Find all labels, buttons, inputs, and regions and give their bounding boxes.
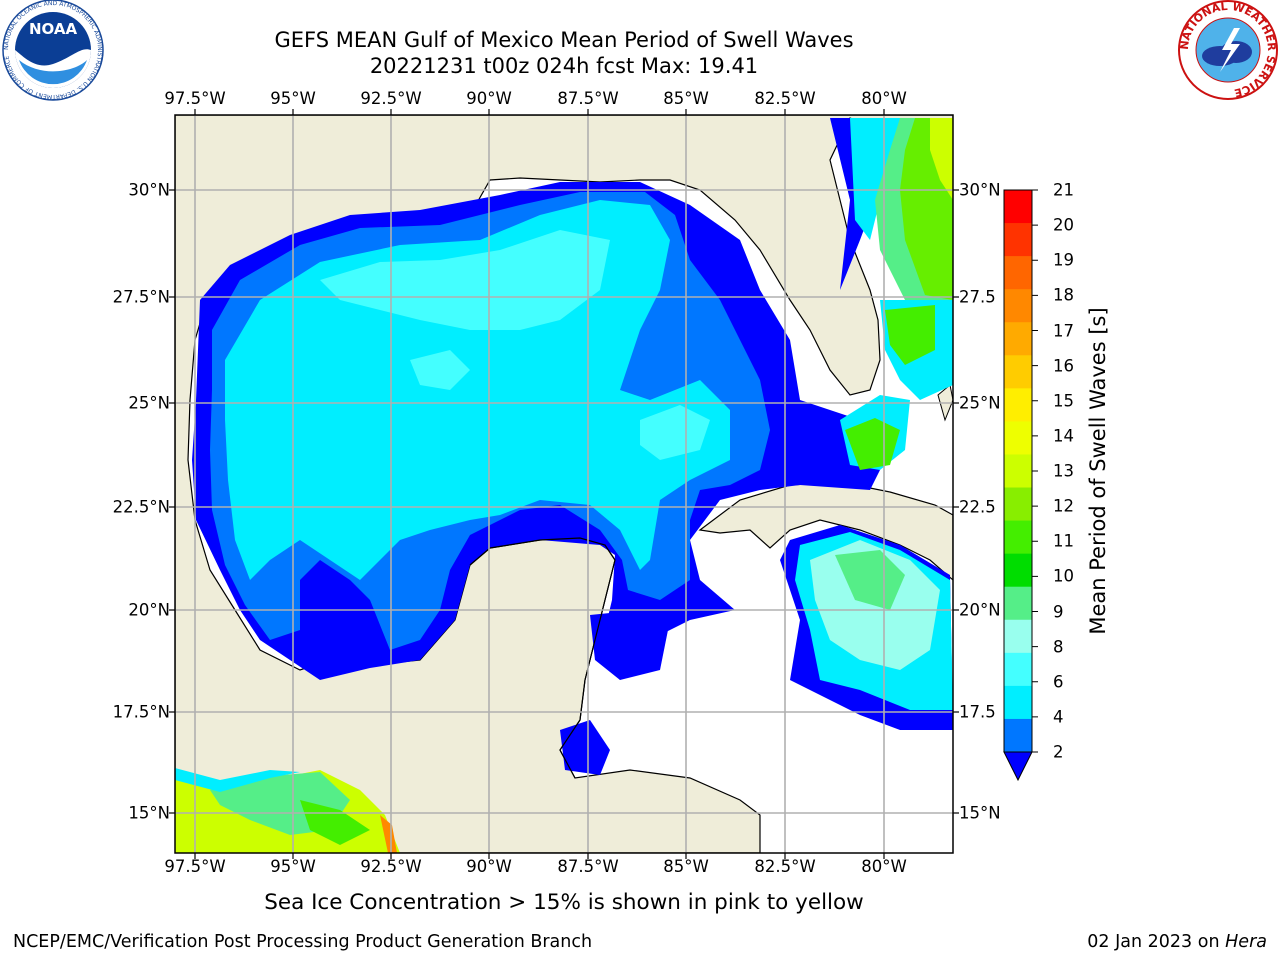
colorbar-tick-label: 11 xyxy=(1053,531,1074,551)
colorbar-swatch xyxy=(1004,652,1032,687)
coast-yucatan xyxy=(469,537,616,779)
graticule xyxy=(175,115,953,853)
band-8-9-s-c xyxy=(640,405,710,460)
lat-tick-right: 30°N xyxy=(959,180,1001,200)
run-date: 02 Jan 2023 on xyxy=(1087,932,1220,952)
colorbar-tick-label: 19 xyxy=(1053,250,1074,270)
lon-tick-top: 97.5°W xyxy=(164,89,226,108)
lon-tick-bottom: 85°W xyxy=(663,857,709,876)
colorbar-swatch xyxy=(1004,289,1032,323)
run-date-credit: 02 Jan 2023 on Hera xyxy=(1087,932,1267,952)
colorbar-swatch xyxy=(1004,619,1032,654)
lat-tick-left: 17.5°N xyxy=(112,702,170,722)
band-8-9-s-b xyxy=(410,350,470,390)
colorbar-tick-label: 14 xyxy=(1053,426,1074,446)
sea-ice-footnote: Sea Ice Concentration > 15% is shown in … xyxy=(264,890,864,915)
colorbar-tick-label: 6 xyxy=(1053,672,1064,692)
colorbar-swatch xyxy=(1004,322,1032,356)
lat-tick-left: 25°N xyxy=(128,393,170,413)
colorbar-tick-label: 10 xyxy=(1053,566,1074,586)
run-host: Hera xyxy=(1225,932,1267,952)
colorbar-swatch xyxy=(1004,586,1032,621)
lon-tick-top: 80°W xyxy=(861,89,907,108)
lat-tick-right: 20°N xyxy=(959,600,1001,620)
colorbar-swatch xyxy=(1004,355,1032,389)
lat-tick-left: 15°N xyxy=(128,803,170,823)
lon-tick-bottom: 97.5°W xyxy=(164,857,226,876)
lon-tick-bottom: 95°W xyxy=(270,857,316,876)
lon-tick-top: 85°W xyxy=(663,89,709,108)
band-keys-green xyxy=(845,418,900,470)
band-8-9-s xyxy=(320,230,610,330)
colorbar-tick-label: 17 xyxy=(1053,321,1074,340)
colorbar-tick-label: 8 xyxy=(1053,637,1064,657)
band-pacific-orange xyxy=(380,815,397,853)
map-subtitle: 20221231 t00z 024h fcst Max: 19.41 xyxy=(369,54,759,78)
lat-tick-left: 27.5°N xyxy=(112,287,170,307)
lon-tick-top: 90°W xyxy=(466,89,512,108)
colorbar-swatch xyxy=(1004,487,1032,522)
band-belize xyxy=(560,720,610,775)
colorbar-tick-label: 18 xyxy=(1053,285,1074,305)
lon-tick-bottom: 80°W xyxy=(861,857,907,876)
producer-credit: NCEP/EMC/Verification Post Processing Pr… xyxy=(13,932,593,952)
colorbar-swatch xyxy=(1004,685,1032,720)
lon-tick-bottom: 90°W xyxy=(466,857,512,876)
lat-tick-left: 20°N xyxy=(128,600,170,620)
lat-tick-right: 22.5 xyxy=(959,497,996,517)
colorbar-swatch xyxy=(1004,520,1032,555)
colorbar-swatch xyxy=(1004,421,1032,455)
lon-tick-top: 87.5°W xyxy=(557,89,619,108)
map-frame xyxy=(174,114,954,854)
colorbar-tick-label: 15 xyxy=(1053,391,1074,411)
colorbar-tick-label: 13 xyxy=(1053,461,1074,481)
lat-tick-right: 25°N xyxy=(959,393,1001,413)
lon-tick-bottom: 82.5°W xyxy=(754,857,816,876)
colorbar-swatch xyxy=(1004,256,1032,290)
band-honduras xyxy=(590,610,670,680)
lat-tick-left: 30°N xyxy=(128,180,170,200)
lon-tick-top: 92.5°W xyxy=(360,89,422,108)
lat-tick-right: 27.5 xyxy=(959,287,996,307)
lon-tick-bottom: 87.5°W xyxy=(557,857,619,876)
band-pacific-cyan xyxy=(175,768,300,792)
colorbar-swatch xyxy=(1004,190,1032,224)
map-title: GEFS MEAN Gulf of Mexico Mean Period of … xyxy=(274,28,854,52)
lon-tick-bottom: 92.5°W xyxy=(360,857,422,876)
band-straits-green xyxy=(885,305,935,365)
colorbar-label: Mean Period of Swell Waves [s] xyxy=(1086,307,1110,635)
colorbar-swatch xyxy=(1004,388,1032,422)
colorbar-swatch xyxy=(1004,553,1032,588)
band-pacific-11 xyxy=(300,800,370,845)
colorbar-tick-label: 21 xyxy=(1053,180,1074,200)
map-plot-area xyxy=(175,115,953,853)
band-carib-9-10 xyxy=(835,550,905,610)
lat-tick-right: 15°N xyxy=(959,803,1001,823)
lon-tick-top: 82.5°W xyxy=(754,89,816,108)
lat-tick-right: 17.5 xyxy=(959,702,996,722)
noaa-logo-text: NOAA xyxy=(29,20,78,38)
colorbar-swatch xyxy=(1004,223,1032,257)
colorbar xyxy=(1003,189,1038,782)
colorbar-tick-label: 9 xyxy=(1053,602,1064,621)
colorbar-tick-label: 4 xyxy=(1053,707,1064,727)
lat-tick-left: 22.5°N xyxy=(112,497,170,517)
colorbar-tick-label: 16 xyxy=(1053,356,1074,376)
colorbar-swatch xyxy=(1004,718,1032,753)
lon-tick-top: 95°W xyxy=(270,89,316,108)
colorbar-tick-label: 12 xyxy=(1053,496,1074,516)
nws-logo: NATIONAL WEATHER SERVICE xyxy=(1178,0,1278,100)
colorbar-tick-label: 2 xyxy=(1053,742,1064,762)
band-atlantic-12-14 xyxy=(930,118,953,200)
colorbar-extend-arrow xyxy=(1003,751,1033,782)
colorbar-tick-label: 20 xyxy=(1053,215,1074,235)
tick-marks xyxy=(169,109,959,859)
colorbar-swatch xyxy=(1004,454,1032,489)
noaa-logo: NOAA NATIONAL OCEANIC AND ATMOSPHERIC AD… xyxy=(2,0,104,101)
